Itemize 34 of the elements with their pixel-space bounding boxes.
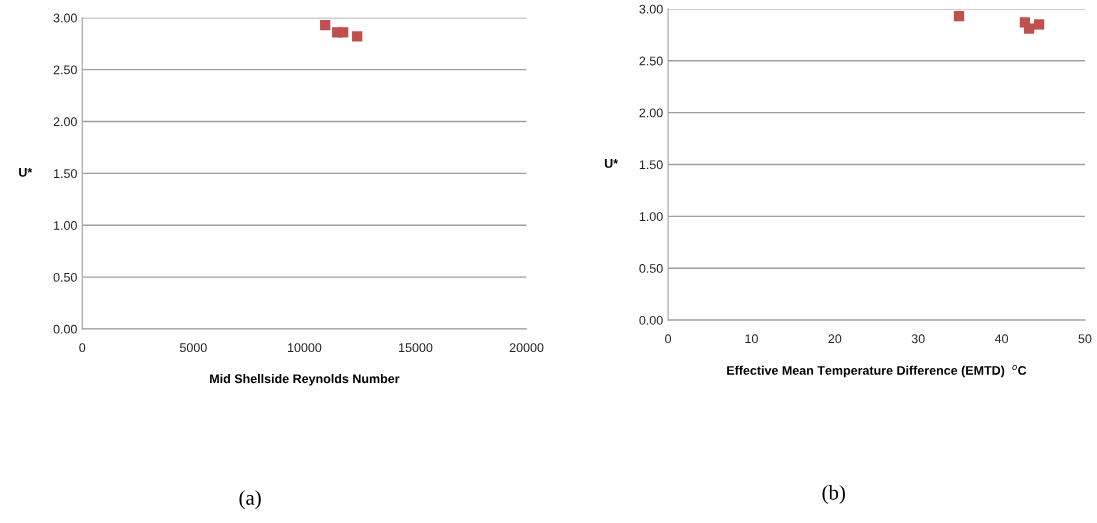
x-tick-label: 10000 [287, 343, 322, 353]
x-tick-label: 20000 [509, 343, 544, 353]
y-tick-label: 1.00 [639, 212, 663, 221]
x-tick-label: 5000 [179, 343, 207, 353]
y-tick-label: 2.50 [639, 56, 663, 66]
x-tick-label: 50 [1078, 334, 1092, 344]
y-tick-label: 3.00 [639, 4, 663, 14]
point [320, 19, 331, 31]
y-tick-label: 1.50 [639, 160, 663, 170]
y-tick-label: 1.00 [54, 221, 77, 230]
y-axis-title: U* [19, 168, 33, 177]
x-axis-title: Effective Mean Temperature Difference (EMTD) $^{o}$C [727, 365, 1027, 378]
x-tick-label: 10 [745, 334, 758, 344]
y-tick-label: 0.00 [639, 315, 663, 325]
y-tick-label: 2.00 [53, 117, 77, 127]
x-tick-label: 40 [994, 334, 1009, 344]
x-axis-title: Mid Shellside Reynolds Number [210, 373, 400, 386]
text: (b) [822, 485, 845, 504]
y-tick-label: 0.00 [53, 324, 77, 334]
point [338, 27, 349, 38]
y-tick-label: 3.00 [53, 13, 77, 23]
y-tick-label: 0.50 [639, 264, 663, 273]
y-tick-label: 1.50 [54, 169, 77, 179]
x-tick-label: 15000 [399, 343, 433, 353]
text: (a) [239, 490, 261, 510]
x-tick-label: 0 [665, 334, 672, 344]
y-tick-label: 2.00 [639, 108, 663, 118]
y-axis-title: U* [604, 159, 619, 168]
x-tick-label: 20 [828, 334, 842, 344]
point [352, 31, 363, 42]
x-tick-label: 0 [79, 343, 86, 353]
y-tick-label: 2.50 [53, 65, 77, 75]
x-tick-label: 30 [911, 334, 925, 344]
y-tick-label: 0.50 [53, 272, 77, 282]
